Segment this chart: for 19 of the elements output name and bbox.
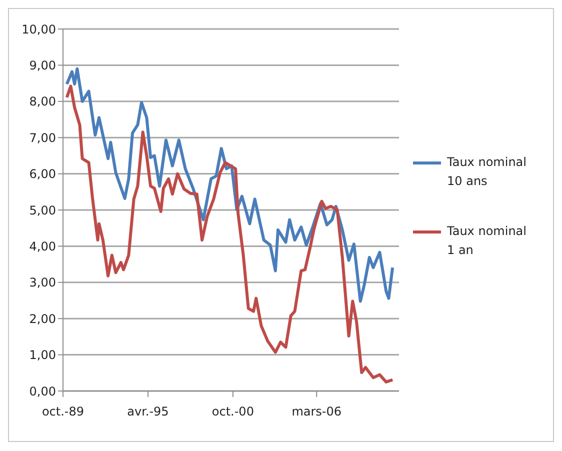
y-tick-label: 7,00: [29, 130, 56, 145]
x-tick-label: oct.-89: [42, 404, 84, 419]
y-tick-label: 8,00: [29, 94, 56, 109]
y-tick-label: 2,00: [29, 312, 56, 326]
y-tick-label: 3,00: [29, 276, 56, 290]
y-tick-label: 0,00: [29, 384, 56, 398]
legend-label: Taux nominal 10 ans: [447, 154, 528, 190]
y-tick-label: 10,00: [22, 22, 56, 36]
x-tick-label: avr.-95: [127, 404, 169, 419]
y-tick-label: 9,00: [29, 58, 56, 72]
x-tick-label: mars-06: [292, 404, 342, 419]
x-tick-label: oct.-00: [212, 404, 254, 419]
legend-label: Taux nominal 1 an: [447, 223, 528, 259]
y-tick-label: 1,00: [29, 348, 56, 362]
line-series: [65, 84, 394, 384]
y-tick-label: 4,00: [29, 239, 56, 254]
y-tick-label: 6,00: [29, 167, 56, 182]
line-series: [65, 67, 394, 303]
y-tick-label: 5,00: [29, 203, 56, 218]
